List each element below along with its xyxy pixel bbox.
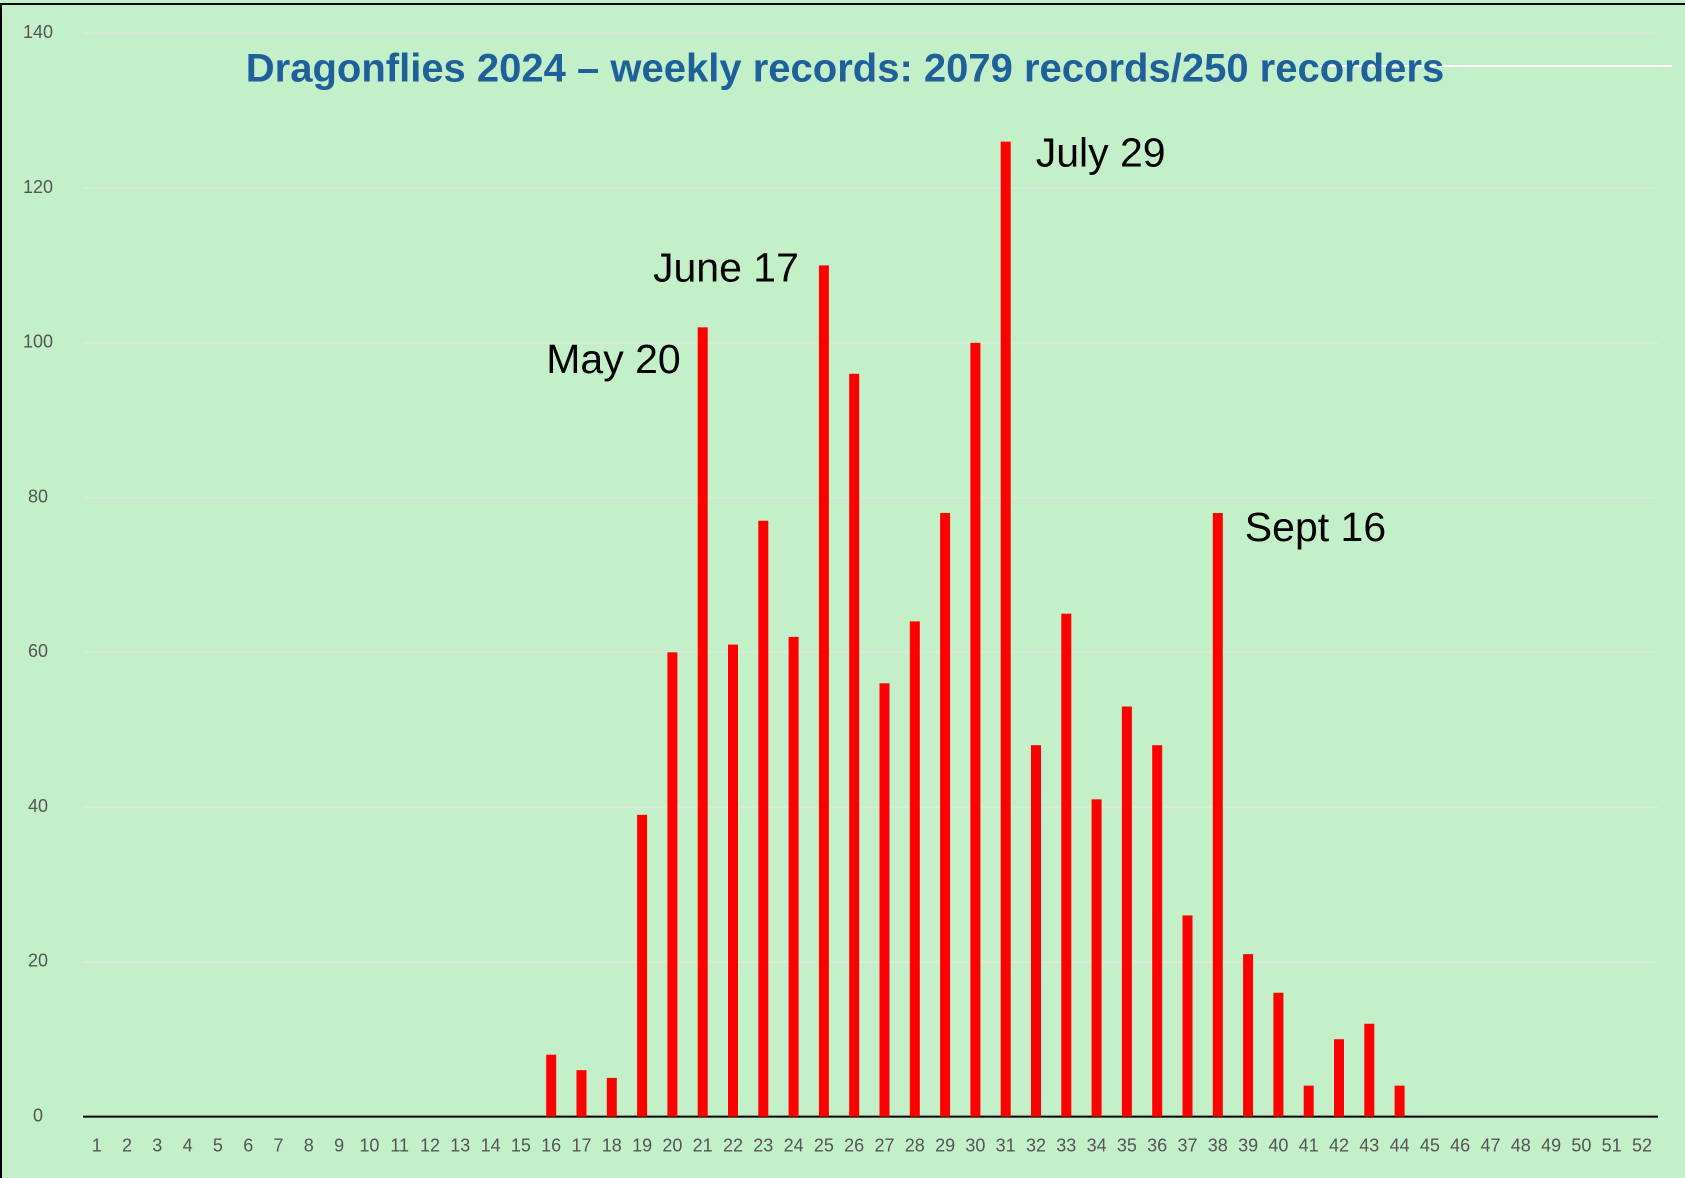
bar <box>1031 745 1041 1117</box>
x-tick-label: 48 <box>1511 1135 1531 1155</box>
y-tick-label: 140 <box>23 22 53 42</box>
y-tick-label: 120 <box>23 177 53 197</box>
x-tick-label: 50 <box>1571 1135 1591 1155</box>
x-tick-label: 41 <box>1299 1135 1319 1155</box>
x-tick-label: 9 <box>334 1135 344 1155</box>
x-tick-label: 36 <box>1147 1135 1167 1155</box>
x-tick-label: 17 <box>571 1135 591 1155</box>
x-tick-label: 18 <box>602 1135 622 1155</box>
bar <box>1303 1085 1314 1117</box>
x-tick-label: 28 <box>905 1135 925 1155</box>
x-tick-label: 14 <box>481 1135 501 1155</box>
x-tick-label: 16 <box>541 1135 561 1155</box>
bar <box>879 683 890 1117</box>
chart-frame <box>0 3 1685 1178</box>
x-tick-label: 29 <box>935 1135 955 1155</box>
annotation: July 29 <box>1036 129 1166 175</box>
x-tick-label: 39 <box>1238 1135 1258 1155</box>
x-tick-label: 11 <box>390 1135 409 1155</box>
bar <box>1364 1023 1375 1117</box>
x-tick-label: 46 <box>1450 1135 1470 1155</box>
y-tick-label: 0 <box>33 1105 43 1125</box>
bar <box>970 342 981 1117</box>
x-tick-label: 52 <box>1632 1135 1652 1155</box>
bar <box>728 644 738 1117</box>
x-tick-label: 20 <box>662 1135 682 1155</box>
x-tick-label: 7 <box>273 1135 283 1155</box>
bar <box>1212 513 1223 1117</box>
bar <box>1334 1039 1344 1117</box>
x-tick-label: 30 <box>965 1135 985 1155</box>
y-tick-label: 100 <box>23 332 53 352</box>
x-tick-label: 4 <box>183 1135 193 1155</box>
x-tick-label: 10 <box>359 1135 379 1155</box>
x-tick-label: 5 <box>213 1135 223 1155</box>
x-tick-label: 49 <box>1541 1135 1561 1155</box>
bar <box>1091 799 1102 1117</box>
bar <box>667 652 678 1117</box>
x-tick-label: 43 <box>1359 1135 1379 1155</box>
x-tick-label: 22 <box>723 1135 743 1155</box>
y-tick-label: 20 <box>28 951 48 971</box>
bar <box>1394 1085 1405 1117</box>
x-tick-label: 51 <box>1602 1135 1622 1155</box>
bar <box>788 636 799 1117</box>
y-tick-label: 60 <box>28 641 48 661</box>
x-tick-label: 2 <box>122 1135 132 1155</box>
x-tick-label: 35 <box>1117 1135 1137 1155</box>
x-tick-label: 6 <box>243 1135 253 1155</box>
y-tick-label: 40 <box>28 796 48 816</box>
x-tick-label: 45 <box>1420 1135 1440 1155</box>
x-tick-label: 34 <box>1087 1135 1107 1155</box>
bar <box>1000 141 1011 1117</box>
bar <box>1121 706 1132 1117</box>
bar <box>909 621 920 1117</box>
bar <box>1182 915 1193 1117</box>
bar <box>606 1077 617 1117</box>
x-tick-label: 3 <box>152 1135 162 1155</box>
x-tick-label: 40 <box>1268 1135 1288 1155</box>
bar <box>697 327 708 1117</box>
chart-title: Dragonflies 2024 – weekly records: 2079 … <box>246 47 1444 91</box>
y-tick-label: 80 <box>28 486 48 506</box>
x-tick-label: 42 <box>1329 1135 1349 1155</box>
bar <box>758 520 769 1117</box>
x-tick-label: 47 <box>1480 1135 1500 1155</box>
x-tick-label: 37 <box>1177 1135 1197 1155</box>
x-tick-label: 31 <box>996 1135 1016 1155</box>
x-tick-label: 32 <box>1026 1135 1046 1155</box>
x-tick-label: 27 <box>874 1135 894 1155</box>
x-tick-label: 44 <box>1390 1135 1410 1155</box>
x-tick-label: 8 <box>304 1135 314 1155</box>
bar <box>546 1054 557 1117</box>
bar <box>1061 613 1072 1117</box>
x-tick-label: 13 <box>450 1135 470 1155</box>
x-tick-label: 12 <box>420 1135 440 1155</box>
bar <box>1243 954 1254 1117</box>
bar <box>849 373 860 1117</box>
bar <box>576 1070 587 1117</box>
bar <box>637 814 648 1117</box>
x-tick-label: 21 <box>693 1135 713 1155</box>
x-tick-label: 1 <box>92 1135 102 1155</box>
bar <box>818 265 829 1117</box>
x-tick-label: 38 <box>1208 1135 1228 1155</box>
bar <box>1152 745 1163 1117</box>
x-tick-label: 26 <box>844 1135 864 1155</box>
annotation: June 17 <box>653 244 799 290</box>
bar <box>1273 992 1284 1117</box>
x-tick-label: 23 <box>753 1135 773 1155</box>
x-tick-label: 19 <box>632 1135 652 1155</box>
x-tick-label: 33 <box>1056 1135 1076 1155</box>
annotation: Sept 16 <box>1245 504 1386 550</box>
annotation: May 20 <box>546 336 680 382</box>
x-tick-label: 15 <box>511 1135 531 1155</box>
x-tick-label: 25 <box>814 1135 834 1155</box>
x-tick-label: 24 <box>784 1135 804 1155</box>
bar <box>940 513 951 1117</box>
